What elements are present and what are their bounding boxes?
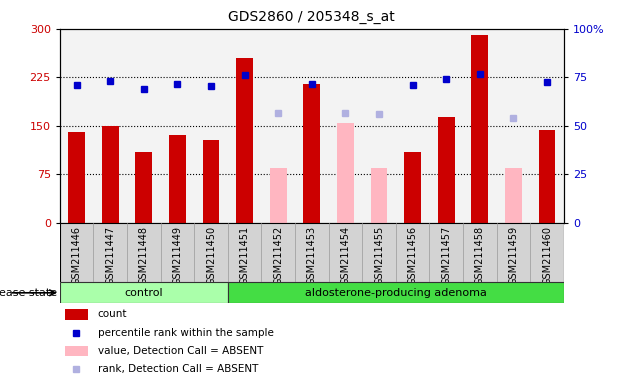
Bar [102,126,118,223]
Bar [127,29,161,223]
Bar [60,223,564,282]
Text: GSM211460: GSM211460 [542,226,552,285]
Text: GSM211456: GSM211456 [408,226,418,285]
Bar [60,282,228,303]
Bar [93,29,127,223]
Bar [194,29,228,223]
Bar [471,35,488,223]
Bar [362,29,396,223]
Text: GSM211452: GSM211452 [273,226,284,285]
Text: aldosterone-producing adenoma: aldosterone-producing adenoma [305,288,487,298]
Bar [539,130,556,223]
Bar [169,136,186,223]
Bar [438,118,455,223]
Bar [228,282,564,303]
Text: count: count [98,310,127,319]
Text: GSM211455: GSM211455 [374,226,384,285]
Text: GDS2860 / 205348_s_at: GDS2860 / 205348_s_at [229,10,395,23]
Bar [203,140,219,223]
Bar [396,29,430,223]
Bar [60,29,93,223]
Text: GSM211453: GSM211453 [307,226,317,285]
Bar [65,346,88,356]
Text: GSM211447: GSM211447 [105,226,115,285]
Bar [295,29,329,223]
Bar [304,84,320,223]
Bar [530,29,564,223]
Bar [404,152,421,223]
Text: GSM211457: GSM211457 [441,226,451,285]
Bar [236,58,253,223]
Text: percentile rank within the sample: percentile rank within the sample [98,328,273,338]
Text: GSM211446: GSM211446 [72,226,82,285]
Bar [161,29,194,223]
Text: GSM211459: GSM211459 [508,226,518,285]
Bar [496,29,530,223]
Bar [68,132,85,223]
Bar [337,122,354,223]
Bar [270,168,287,223]
Text: disease state: disease state [0,288,57,298]
Bar [261,29,295,223]
Text: GSM211448: GSM211448 [139,226,149,285]
Text: value, Detection Call = ABSENT: value, Detection Call = ABSENT [98,346,263,356]
Bar [463,29,496,223]
Bar [505,168,522,223]
Text: GSM211454: GSM211454 [340,226,350,285]
Text: GSM211458: GSM211458 [475,226,485,285]
Text: GSM211450: GSM211450 [206,226,216,285]
Text: control: control [125,288,163,298]
Bar [135,152,152,223]
Text: GSM211449: GSM211449 [173,226,183,285]
Bar [370,168,387,223]
Bar [329,29,362,223]
Bar [430,29,463,223]
Bar [65,309,88,319]
Text: GSM211451: GSM211451 [239,226,249,285]
Bar [228,29,261,223]
Text: rank, Detection Call = ABSENT: rank, Detection Call = ABSENT [98,364,258,374]
